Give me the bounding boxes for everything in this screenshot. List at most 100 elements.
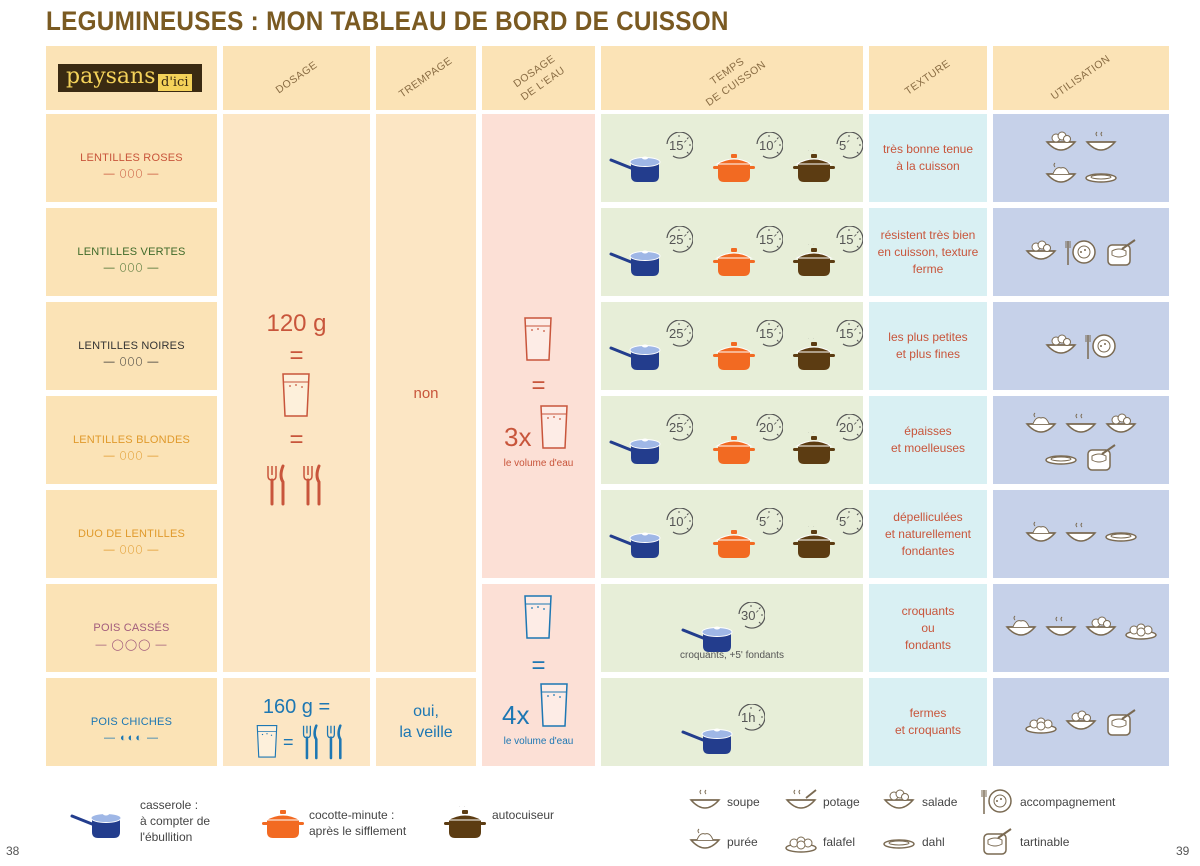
cutlery-icon: [302, 724, 318, 760]
tartinable-icon: [983, 828, 1012, 855]
casserole-icon: [609, 344, 661, 370]
timer-icon: [836, 507, 864, 535]
autocuiseur-icon: [444, 801, 486, 838]
texture-cell: très bonne tenue à la cuisson: [869, 114, 987, 202]
legend-usage-icon: [882, 786, 916, 821]
row-label: LENTILLES VERTES — ⬯⬯⬯ —: [46, 208, 217, 296]
usage-icon: [1084, 160, 1118, 195]
cooking-time: 15´: [759, 232, 778, 247]
tartinable-icon: [1107, 239, 1136, 266]
page-title: LEGUMINEUSES : MON TABLEAU DE BORD DE CU…: [46, 6, 729, 36]
puree-icon: [689, 828, 721, 849]
equals-sign: =: [531, 652, 546, 679]
glass-icon: [256, 724, 278, 758]
usage-cell: [993, 208, 1169, 296]
timer: [829, 413, 864, 447]
dahl-icon: [1105, 532, 1137, 542]
trempage-chickpeas-text: oui, la veille: [399, 703, 453, 741]
usage-icon: [1084, 613, 1118, 648]
casserole-pot: [681, 722, 733, 763]
texture-cell: dépelliculées et naturellement fondantes: [869, 490, 987, 578]
usage-icon: [1104, 410, 1138, 445]
usage-icon: [1004, 613, 1038, 648]
cutlery: [301, 724, 321, 764]
timer-icon: [836, 225, 864, 253]
usage-icon: [1084, 442, 1118, 477]
cooking-time: 5´: [759, 514, 771, 529]
usage-icon: [1044, 442, 1078, 477]
cooking-time-cell: 30´ croquants, +5' fondants: [601, 584, 863, 672]
row-label: POIS CASSÉS — ◯◯◯ —: [46, 584, 217, 672]
salade-icon: [1105, 413, 1137, 433]
equals-sign: =: [289, 342, 304, 369]
usage-icon: [1064, 237, 1098, 272]
dahl-icon: [1045, 455, 1077, 465]
usage-icon: [1084, 331, 1118, 366]
legend-usage-icon: [784, 786, 818, 821]
cocotte-icon: [713, 342, 755, 370]
legume-name: LENTILLES NOIRES: [78, 340, 185, 352]
row-label: LENTILLES ROSES — ⬯⬯⬯ —: [46, 114, 217, 202]
timer: [659, 131, 694, 165]
legume-name: POIS CHICHES: [90, 716, 173, 728]
casserole-pot: [681, 620, 733, 661]
eau-lentils-text: le volume d'eau: [503, 458, 574, 469]
salade-icon: [1065, 710, 1097, 730]
page-number-right: 39: [1176, 844, 1190, 858]
timer: [749, 413, 784, 447]
autocuiseur-pot: [789, 427, 839, 473]
timer-icon: [836, 131, 864, 159]
glass: [280, 372, 312, 423]
casserole-icon: [609, 156, 661, 182]
timer: [829, 507, 864, 541]
cooking-time-cell: 25´ 20´ 20´: [601, 396, 864, 484]
header-texture: TEXTURE: [869, 46, 987, 110]
legume-name: LENTILLES VERTES: [77, 246, 186, 258]
glass-icon: [540, 405, 568, 449]
cooking-time: 25´: [669, 420, 688, 435]
falafel-icon: [1125, 623, 1157, 640]
timer: [829, 319, 864, 353]
eau-chickpeas-text: le volume d'eau: [503, 736, 574, 747]
autocuiseur-pot: [789, 145, 839, 191]
eau-chickpeas-mult: 4x: [502, 700, 530, 730]
timer-icon: [738, 703, 766, 731]
legend-pot-label: cocotte-minute : après le sifflement: [309, 808, 407, 838]
legend-usage-icon: [980, 786, 1014, 821]
timer: [659, 507, 694, 541]
cocotte-pot: [709, 338, 759, 379]
potage-icon: [785, 789, 817, 809]
salade-icon: [1085, 616, 1117, 636]
logo-cell: paysans d'ici: [46, 46, 217, 110]
legend-usage-label: potage: [823, 795, 860, 809]
cooking-note: croquants, +5' fondants: [680, 650, 784, 661]
casserole-pot: [609, 432, 661, 473]
cooking-time-cell: 10´ 5´ 5´: [601, 490, 864, 578]
soupe-icon: [1045, 616, 1077, 636]
eau-lentils-cell: = 3x le volume d'eau: [482, 114, 595, 578]
timer-icon: [836, 319, 864, 347]
texture-text: épaisses et moelleuses: [890, 424, 966, 455]
glass-icon: [282, 373, 310, 417]
cooking-time: 10´: [669, 514, 688, 529]
texture-cell: résistent très bien en cuisson, texture …: [869, 208, 987, 296]
trempage-chickpeas: oui, la veille: [376, 678, 476, 766]
usage-cell: [993, 678, 1169, 766]
texture-cell: épaisses et moelleuses: [869, 396, 987, 484]
logo-main: paysans: [66, 64, 156, 89]
autocuiseur-icon: [793, 145, 835, 182]
row-label: DUO DE LENTILLES — ⬯⬯⬯ —: [46, 490, 217, 578]
soupe-icon: [1065, 522, 1097, 542]
timer: [749, 507, 784, 541]
usage-cell: [993, 302, 1169, 390]
timer: [749, 131, 784, 165]
puree-icon: [1045, 162, 1077, 183]
glass: [538, 682, 570, 733]
cocotte-icon: [713, 530, 755, 558]
autocuiseur-icon: [793, 427, 835, 464]
usage-cell: [993, 114, 1169, 202]
cocotte-legend-pot: [258, 806, 308, 847]
timer-icon: [738, 601, 766, 629]
timer-icon: [666, 319, 694, 347]
usage-icon: [1044, 128, 1078, 163]
